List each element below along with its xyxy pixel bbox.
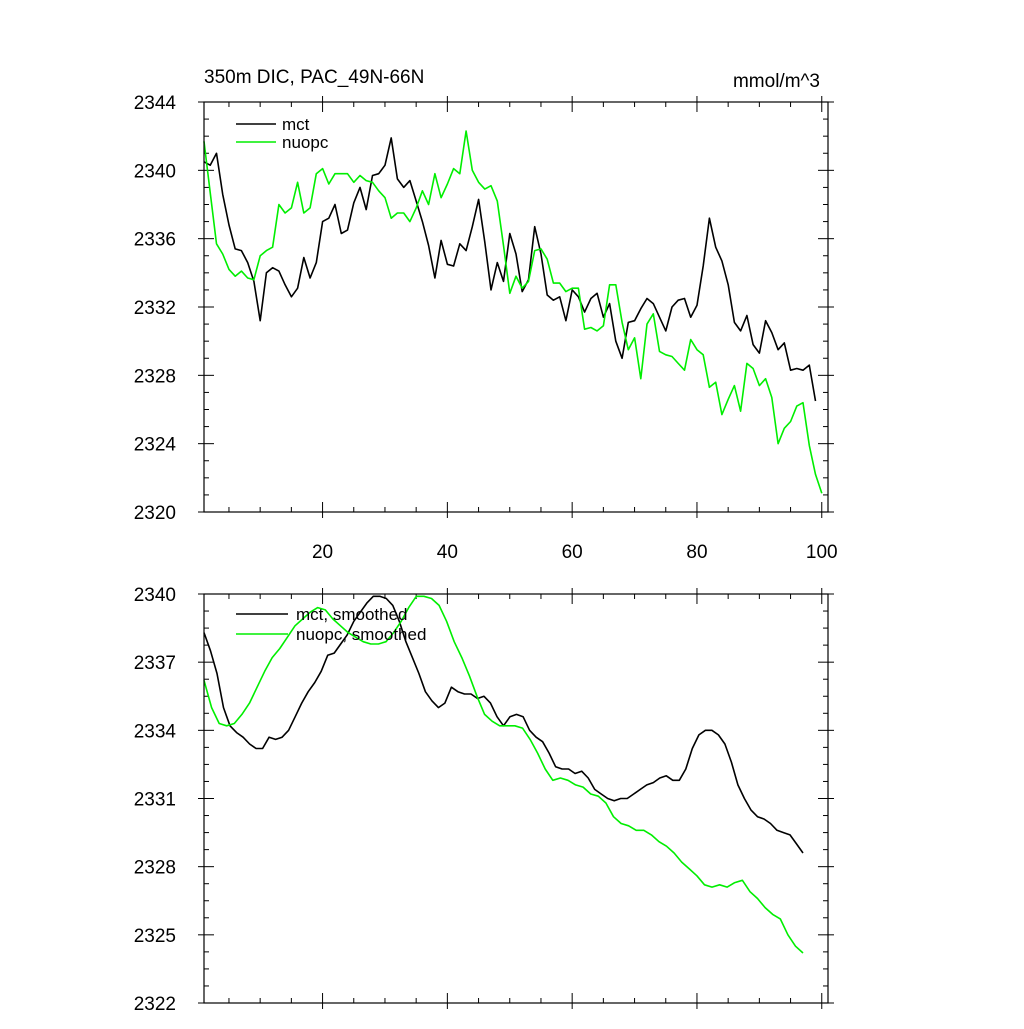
top-legend: mct nuopc: [236, 115, 329, 152]
top-units-label: mmol/m^3: [733, 71, 820, 92]
legend-nuopc-smoothed-label: nuopc, smoothed: [296, 625, 426, 644]
y-tick-label: 2340: [134, 585, 176, 606]
x-tick-label: 20: [312, 542, 333, 563]
legend-mct-label: mct: [282, 115, 310, 134]
y-tick-label: 2325: [134, 926, 176, 947]
top-title: 350m DIC, PAC_49N-66N: [204, 67, 424, 88]
legend-mct-smoothed-label: mct, smoothed: [296, 605, 408, 624]
top-plot-frame: [203, 101, 829, 513]
bottom-plot-frame: [203, 593, 829, 1004]
top-ticks: 2320 2324 2328 2332 2336 2340 2344 20 40 60 80 100: [134, 93, 838, 563]
series-line-mct-smoothed: [203, 595, 804, 854]
y-tick-label: 2331: [134, 790, 176, 811]
bottom-ticks: 2322 2325 2328 2331 2334 2337 2340: [134, 585, 834, 1015]
y-tick-label: 2320: [134, 503, 176, 524]
x-tick-label: 40: [437, 542, 458, 563]
y-tick-label: 2328: [134, 858, 176, 879]
x-tick-label: 100: [806, 542, 838, 563]
y-tick-label: 2340: [134, 161, 176, 182]
y-tick-label: 2332: [134, 298, 176, 319]
y-tick-label: 2344: [134, 93, 177, 114]
y-tick-label: 2328: [134, 366, 176, 387]
bottom-legend: mct, smoothed nuopc, smoothed: [236, 605, 426, 644]
series-line-nuopc: [203, 130, 823, 494]
bottom-lines: [203, 595, 804, 954]
y-tick-label: 2337: [134, 653, 176, 674]
bottom-panel: 2322 2325 2328 2331 2334 2337 2340 mct, smooth…: [134, 585, 834, 1015]
y-tick-label: 2324: [134, 435, 177, 456]
top-panel: 350m DIC, PAC_49N-66N mmol/m^3 232023242…: [134, 67, 838, 563]
y-tick-label: 2336: [134, 230, 176, 251]
top-lines: [203, 130, 823, 494]
series-line-mct: [203, 137, 817, 402]
x-tick-label: 80: [686, 542, 707, 563]
y-tick-label: 2334: [134, 721, 177, 742]
legend-nuopc-label: nuopc: [282, 133, 329, 152]
series-line-nuopc-smoothed: [203, 595, 804, 954]
x-tick-label: 60: [562, 542, 583, 563]
y-tick-label: 2322: [134, 994, 176, 1015]
